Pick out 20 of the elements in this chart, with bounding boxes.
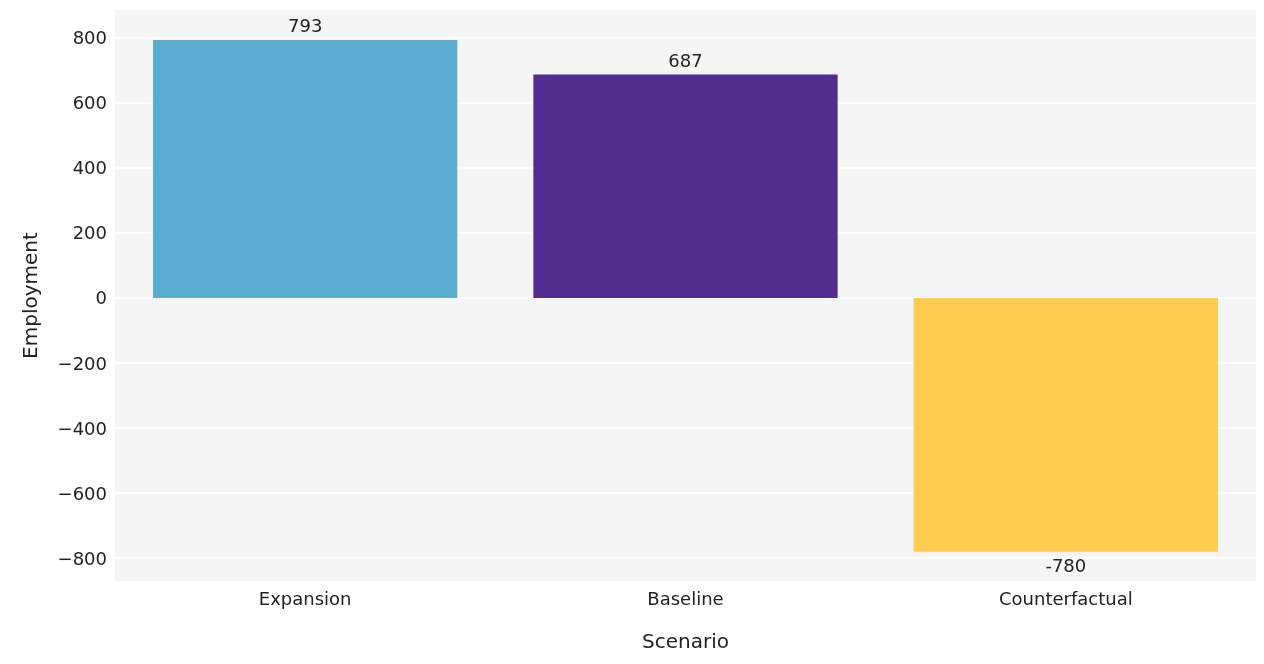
- bar: [533, 74, 838, 298]
- data-label: -780: [1045, 555, 1087, 577]
- bar: [913, 297, 1218, 552]
- x-tick-label: Counterfactual: [998, 587, 1133, 609]
- y-tick-label: 200: [72, 222, 107, 244]
- y-tick-label: −200: [57, 352, 107, 374]
- y-tick-label: −800: [57, 547, 107, 569]
- y-tick-label: 400: [72, 157, 107, 179]
- bar: [153, 39, 458, 298]
- x-axis-title: Scenario: [642, 629, 729, 653]
- y-tick-label: 800: [72, 27, 107, 49]
- data-label: 793: [287, 15, 323, 37]
- y-axis-title: Employment: [18, 231, 42, 359]
- data-label: 687: [668, 49, 703, 71]
- y-tick-label: −600: [57, 482, 107, 504]
- y-tick-label: −400: [57, 417, 107, 439]
- x-tick-label: Baseline: [647, 587, 724, 609]
- y-tick-label: 0: [95, 287, 107, 309]
- y-tick-label: 600: [72, 92, 107, 114]
- x-tick-label: Expansion: [258, 587, 352, 609]
